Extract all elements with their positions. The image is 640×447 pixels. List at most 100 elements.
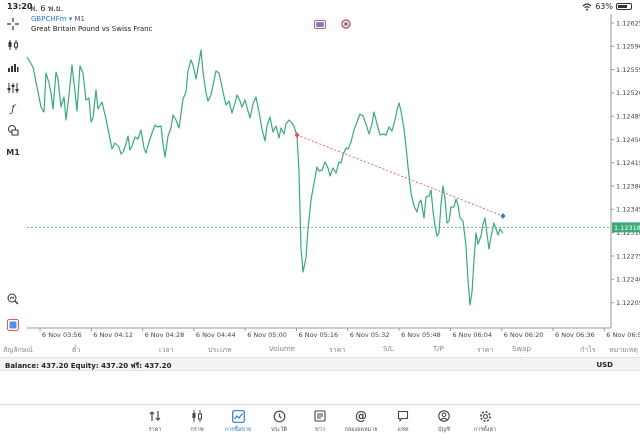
signal-icon[interactable] bbox=[340, 19, 352, 29]
zoom-icon[interactable] bbox=[6, 292, 20, 306]
account-icon bbox=[438, 409, 450, 423]
battery-icon bbox=[616, 3, 632, 10]
time-tick-label: 6 Nov 06:20 bbox=[504, 331, 544, 339]
status-bar: 13:20 พ. 6 พ.ย. 63% bbox=[0, 0, 640, 14]
settings-icon bbox=[479, 409, 492, 423]
nav-label: กล่องจดหมาย bbox=[344, 427, 378, 433]
nav-mailbox[interactable]: @ กล่องจดหมาย bbox=[341, 409, 381, 434]
nav-label: การซื้อขาย bbox=[224, 427, 252, 433]
time-tick-label: 6 Nov 04:44 bbox=[196, 331, 236, 339]
col-time[interactable]: เวลา bbox=[159, 346, 174, 354]
price-tick-label: 1.12485 bbox=[616, 113, 640, 121]
function-icon[interactable]: ƒ bbox=[11, 103, 15, 115]
timeframe-label[interactable]: M1 bbox=[74, 15, 85, 23]
col-ticket[interactable]: ตั๋ว bbox=[72, 346, 81, 354]
history-icon bbox=[273, 409, 286, 423]
nav-settings[interactable]: การตั้งค่า bbox=[465, 409, 505, 434]
nav-label: ข่าว bbox=[315, 427, 325, 433]
current-price-tag bbox=[612, 222, 640, 233]
nav-chart[interactable]: กราฟ bbox=[177, 409, 217, 434]
nav-trade[interactable]: การซื้อขาย bbox=[218, 409, 258, 434]
wifi-icon bbox=[582, 2, 592, 11]
col-swap[interactable]: Swap bbox=[512, 345, 531, 353]
col-symbol[interactable]: สัญลักษณ์ bbox=[3, 346, 33, 354]
account-summary: Balance: 437.20 Equity: 437.20 ฟรี: 437.… bbox=[5, 362, 172, 370]
positions-column-headers: สัญลักษณ์ ตั๋ว เวลา ประเภท Volume ราคา S… bbox=[0, 344, 640, 356]
nav-history[interactable]: ประวัติ bbox=[259, 409, 299, 434]
account-currency: USD bbox=[596, 361, 613, 369]
chart-header-buttons bbox=[314, 19, 352, 29]
col-comment[interactable]: หมายเหตุ bbox=[609, 346, 638, 354]
nav-label: ประวัติ bbox=[270, 427, 288, 433]
time-tick-label: 6 Nov 05:16 bbox=[299, 331, 339, 339]
price-tick-label: 1.12380 bbox=[616, 182, 640, 190]
trendline-start-marker bbox=[294, 132, 300, 138]
trendline-end-marker bbox=[500, 213, 506, 219]
col-tp[interactable]: T/P bbox=[433, 345, 444, 353]
volume-bars-icon[interactable] bbox=[6, 60, 20, 74]
battery-percent: 63% bbox=[595, 2, 613, 11]
chart-header: GBPCHFm ▾ M1 Great Britain Pound vs Swis… bbox=[31, 14, 152, 34]
time-tick-label: 6 Nov 04:12 bbox=[93, 331, 133, 339]
account-summary-row: Balance: 437.20 Equity: 437.20 ฟรี: 437.… bbox=[0, 357, 640, 371]
price-tick-label: 1.12450 bbox=[616, 136, 640, 144]
status-right: 63% bbox=[582, 2, 632, 11]
time-tick-label: 6 Nov 03:56 bbox=[42, 331, 82, 339]
indicators-icon[interactable] bbox=[6, 81, 20, 95]
current-price-label: 1.12318 bbox=[614, 224, 640, 232]
quotes-icon bbox=[149, 409, 161, 423]
time-tick-label: 6 Nov 06:36 bbox=[555, 331, 595, 339]
time-tick-label: 6 Nov 06:04 bbox=[452, 331, 492, 339]
col-type[interactable]: ประเภท bbox=[208, 346, 232, 354]
one-click-trading-icon[interactable] bbox=[314, 19, 326, 29]
time-tick-label: 6 Nov 05:00 bbox=[247, 331, 287, 339]
price-tick-label: 1.12555 bbox=[616, 66, 640, 74]
time-tick-label: 6 Nov 05:48 bbox=[401, 331, 441, 339]
chart-type-icon[interactable] bbox=[6, 38, 20, 52]
chat-icon bbox=[397, 409, 409, 423]
col-sl[interactable]: S/L bbox=[383, 345, 394, 353]
price-tick-label: 1.12520 bbox=[616, 89, 640, 97]
trade-panel-icon[interactable] bbox=[6, 318, 20, 332]
nav-quotes[interactable]: ราคา bbox=[135, 409, 175, 434]
trendline bbox=[296, 134, 504, 217]
time-tick-label: 6 Nov 04:28 bbox=[145, 331, 185, 339]
nav-label: ราคา bbox=[148, 427, 162, 433]
symbol-dropdown-icon[interactable]: ▾ bbox=[68, 15, 73, 23]
price-chart[interactable]: 1.12625 1.12590 1.12555 1.12520 1.12485 1.124… bbox=[0, 0, 640, 344]
price-tick-label: 1.12590 bbox=[616, 43, 640, 51]
nav-label: แชท bbox=[397, 427, 409, 433]
time-tick-label: 6 Nov 06:5 bbox=[606, 331, 640, 339]
news-icon bbox=[314, 409, 326, 423]
nav-account[interactable]: บัญชี bbox=[424, 409, 464, 434]
status-date: พ. 6 พ.ย. bbox=[30, 4, 64, 13]
col-volume[interactable]: Volume bbox=[269, 345, 296, 353]
left-toolbar: ƒ M1 bbox=[0, 14, 26, 334]
time-tick-label: 6 Nov 05:32 bbox=[350, 331, 390, 339]
nav-news[interactable]: ข่าว bbox=[300, 409, 340, 434]
price-tick-label: 1.12310 bbox=[616, 229, 640, 237]
timeframe-button[interactable]: M1 bbox=[6, 147, 20, 157]
col-price[interactable]: ราคา bbox=[329, 346, 346, 354]
col-current-price[interactable]: ราคา bbox=[477, 346, 494, 354]
price-tick-label: 1.12415 bbox=[616, 159, 640, 167]
symbol-selector[interactable]: GBPCHFm bbox=[31, 15, 67, 23]
crosshair-icon[interactable] bbox=[6, 17, 20, 31]
nav-label: กราฟ bbox=[190, 427, 204, 433]
status-time: 13:20 bbox=[7, 2, 33, 11]
price-tick-label: 1.12345 bbox=[616, 206, 640, 214]
price-tick-label: 1.12240 bbox=[616, 276, 640, 284]
trade-icon bbox=[231, 409, 245, 423]
nav-chat[interactable]: แชท bbox=[383, 409, 423, 434]
col-profit[interactable]: กำไร bbox=[580, 346, 596, 354]
price-tick-label: 1.12205 bbox=[616, 299, 640, 307]
mailbox-icon: @ bbox=[355, 409, 367, 423]
price-series-line bbox=[26, 49, 504, 306]
price-tick-label: 1.12275 bbox=[616, 252, 640, 260]
objects-icon[interactable] bbox=[6, 123, 20, 137]
nav-label: การตั้งค่า bbox=[473, 427, 497, 433]
nav-label: บัญชี bbox=[438, 427, 450, 433]
price-tick-label: 1.12625 bbox=[616, 19, 640, 27]
chart-icon bbox=[191, 409, 203, 423]
